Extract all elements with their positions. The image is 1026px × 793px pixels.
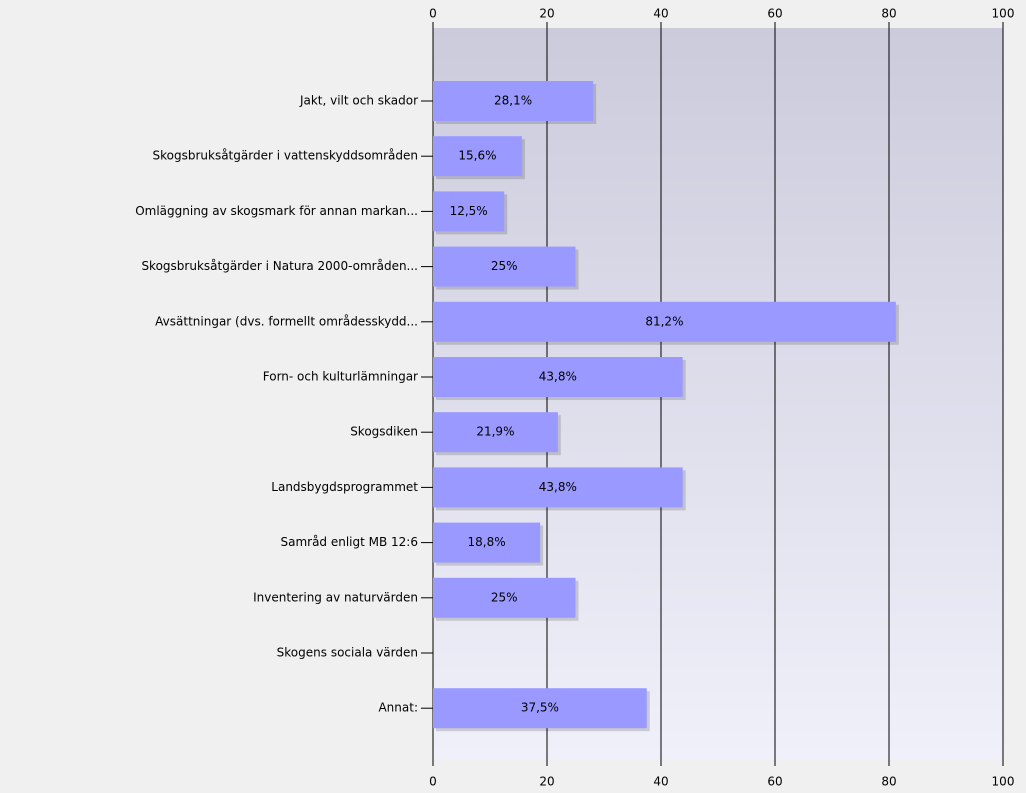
- value-label: 25%: [491, 259, 518, 273]
- y-tick-label: Skogsbruksåtgärder i vattenskyddsområden: [153, 149, 419, 163]
- x-tick-label: 40: [653, 775, 668, 789]
- value-label: 25%: [491, 590, 518, 604]
- y-tick-label: Annat:: [378, 701, 418, 715]
- bar: [433, 357, 683, 397]
- bar: [433, 522, 541, 563]
- y-tick-label: Forn- och kulturlämningar: [263, 370, 418, 384]
- y-tick-label: Jakt, vilt och skador: [299, 94, 418, 108]
- value-label: 37,5%: [521, 701, 559, 715]
- x-tick-label: 60: [767, 7, 782, 21]
- value-label: 43,8%: [539, 370, 577, 384]
- x-tick-label: 20: [539, 7, 554, 21]
- bar: [433, 191, 505, 232]
- x-tick-label: 40: [653, 7, 668, 21]
- bar: [433, 81, 594, 121]
- x-tick-label: 100: [992, 7, 1015, 21]
- y-tick-label: Skogens sociala värden: [277, 646, 418, 660]
- y-tick-label: Omläggning av skogsmark för annan markan…: [135, 204, 418, 218]
- bar: [433, 136, 522, 177]
- bar: [433, 301, 896, 342]
- y-tick-label: Samråd enligt MB 12:6: [280, 535, 418, 549]
- bar: [433, 467, 683, 508]
- value-label: 28,1%: [494, 94, 532, 108]
- x-tick-label: 80: [881, 7, 896, 21]
- x-tick-label: 60: [767, 775, 782, 789]
- bar: [433, 577, 576, 618]
- x-tick-label: 80: [881, 775, 896, 789]
- bar: [433, 246, 576, 287]
- value-label: 12,5%: [450, 204, 488, 218]
- bar: [433, 688, 647, 729]
- y-tick-label: Skogsdiken: [350, 425, 418, 439]
- y-tick-label: Inventering av naturvärden: [253, 590, 418, 604]
- value-label: 81,2%: [645, 314, 683, 328]
- x-tick-label: 0: [429, 7, 437, 21]
- y-tick-label: Skogsbruksåtgärder i Natura 2000-områden…: [141, 259, 418, 273]
- x-tick-label: 20: [539, 775, 554, 789]
- value-label: 21,9%: [476, 425, 514, 439]
- value-label: 15,6%: [458, 149, 496, 163]
- x-tick-label: 0: [429, 775, 437, 789]
- y-tick-label: Avsättningar (dvs. formellt områdesskydd…: [155, 314, 418, 328]
- value-label: 18,8%: [468, 535, 506, 549]
- value-label: 43,8%: [539, 480, 577, 494]
- bar: [433, 412, 558, 453]
- x-tick-label: 100: [992, 775, 1015, 789]
- y-tick-label: Landsbygdsprogrammet: [271, 480, 418, 494]
